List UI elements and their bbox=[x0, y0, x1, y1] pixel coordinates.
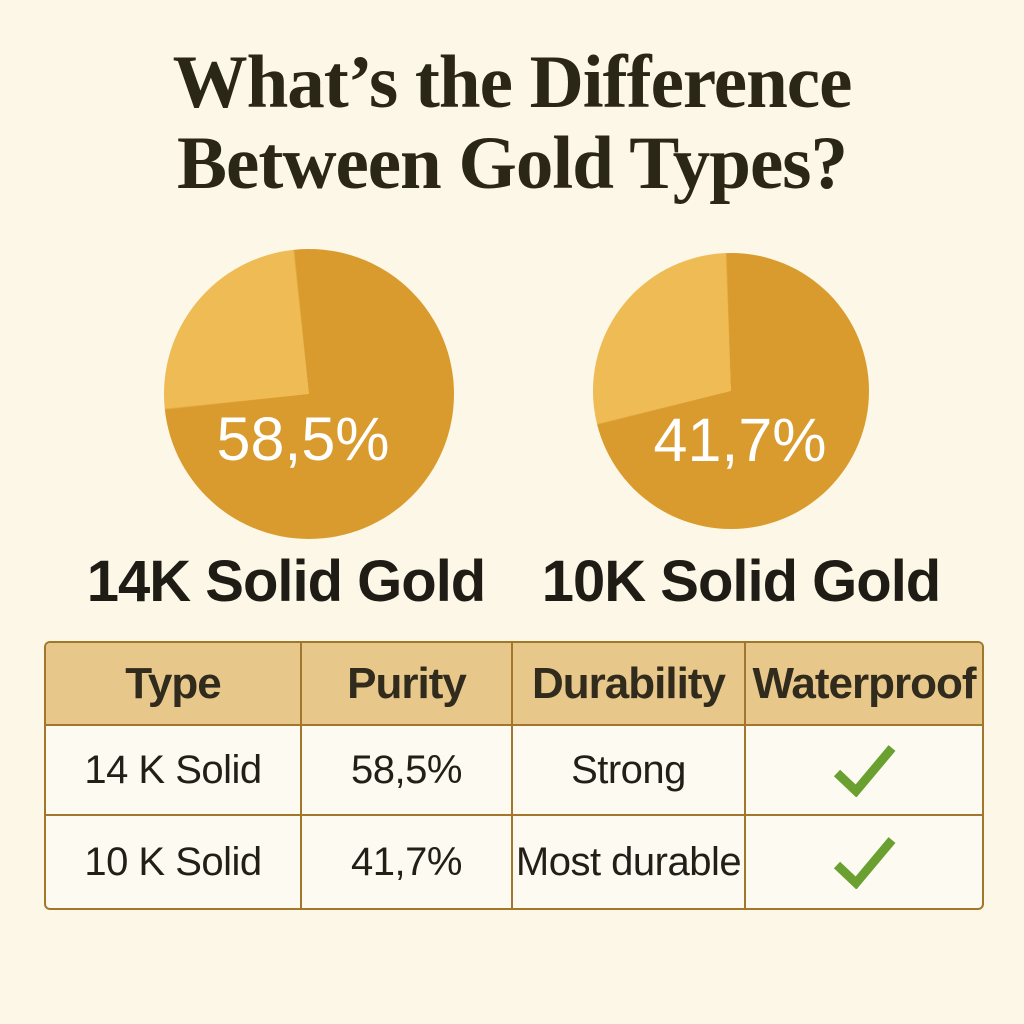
page-title-line2: Between Gold Types? bbox=[177, 122, 848, 205]
cell-waterproof-10k bbox=[744, 814, 982, 908]
checkmark-icon bbox=[831, 743, 897, 797]
pie-percentage-label-14k: 58,5% bbox=[216, 405, 390, 473]
header-waterproof: Waterproof bbox=[744, 643, 982, 725]
pie-chart-10k-gold: 41,7% bbox=[593, 253, 869, 529]
page-title-line1: What’s the Difference bbox=[172, 41, 853, 124]
table-header-row: Type Purity Durability Waterproof bbox=[46, 643, 982, 725]
cell-type-10k: 10 K Solid bbox=[46, 814, 301, 908]
table-row-10k: 10 K Solid 41,7% Most durable bbox=[46, 814, 982, 908]
pie-percentage-label-10k: 41,7% bbox=[653, 406, 827, 474]
cell-purity-14k: 58,5% bbox=[300, 724, 512, 815]
comparison-table: Type Purity Durability Waterproof 14 K S… bbox=[46, 643, 982, 908]
comparison-table-frame: Type Purity Durability Waterproof 14 K S… bbox=[44, 641, 984, 910]
cell-purity-10k: 41,7% bbox=[300, 814, 512, 908]
pie-chart-14k-gold: 58,5% bbox=[164, 249, 454, 539]
pie-caption-10k: 10K Solid Gold bbox=[541, 549, 941, 614]
checkmark-icon bbox=[831, 835, 897, 889]
page-title: What’s the Difference Between Gold Types… bbox=[0, 42, 1024, 204]
pie-caption-14k: 14K Solid Gold bbox=[86, 549, 486, 614]
header-type: Type bbox=[46, 643, 301, 725]
header-durability: Durability bbox=[511, 643, 745, 725]
table-row-14k: 14 K Solid 58,5% Strong bbox=[46, 724, 982, 815]
cell-type-14k: 14 K Solid bbox=[46, 724, 301, 815]
cell-durability-14k: Strong bbox=[511, 724, 745, 815]
header-purity: Purity bbox=[300, 643, 512, 725]
cell-durability-10k: Most durable bbox=[511, 814, 745, 908]
cell-waterproof-14k bbox=[744, 724, 982, 815]
